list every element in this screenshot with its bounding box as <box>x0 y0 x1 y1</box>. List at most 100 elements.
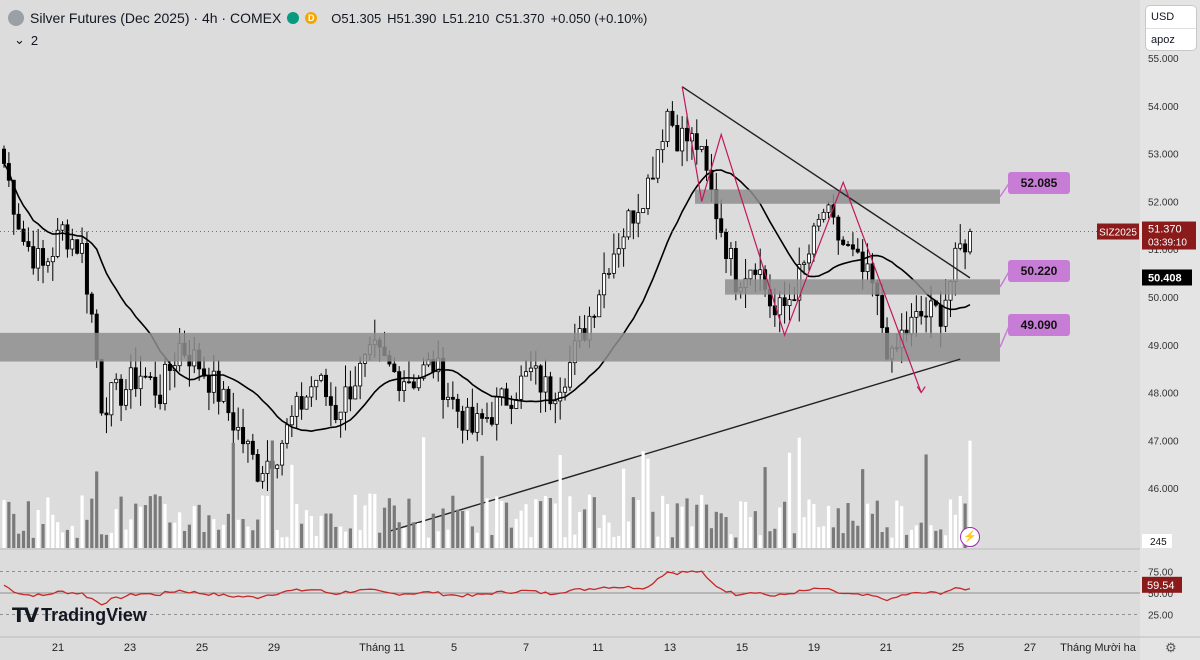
change-value: +0.050 (+0.10%) <box>550 10 648 26</box>
volume-bar <box>631 497 635 548</box>
volume-bar <box>241 519 245 548</box>
candle-body <box>441 357 446 400</box>
candle-body <box>89 293 94 315</box>
candle-body <box>724 231 729 259</box>
symbol-title[interactable]: Silver Futures (Dec 2025) · 4h · COMEX <box>30 10 282 26</box>
candle-body <box>880 295 885 329</box>
volume-bar <box>582 509 587 548</box>
currency-selector[interactable]: USD apoz <box>1146 6 1196 50</box>
candle-body <box>202 368 207 377</box>
volume-bar <box>509 527 513 548</box>
candle-body <box>533 365 538 369</box>
volume-bar <box>490 534 494 548</box>
volume-bar <box>134 503 138 548</box>
volume-bar <box>153 494 157 548</box>
candle-body <box>119 378 124 406</box>
candle-body <box>70 239 75 250</box>
ma-tag-value: 50.408 <box>1148 272 1182 284</box>
volume-bar <box>797 437 801 548</box>
candle-body <box>694 133 699 150</box>
candle-body <box>421 364 426 379</box>
volume-bar <box>295 503 299 548</box>
candle-body <box>909 316 914 335</box>
volume-bar <box>392 505 396 548</box>
currency-label[interactable]: USD <box>1146 6 1196 29</box>
ma-tag-box <box>1142 269 1192 286</box>
ohlc-values: O51.305 H51.390 L51.210 C51.370 +0.050 (… <box>331 11 647 26</box>
data-delay-icon[interactable]: D <box>305 12 318 24</box>
volume-bar <box>329 513 333 548</box>
candle-body <box>11 179 16 215</box>
candle-body <box>816 218 821 227</box>
candle-body <box>592 315 597 318</box>
candle-body <box>143 375 148 378</box>
candle-body <box>704 145 709 171</box>
market-status-icon[interactable] <box>287 12 300 24</box>
volume-bar <box>226 513 231 548</box>
volume-bar <box>231 442 235 548</box>
time-tick-label: 13 <box>664 642 676 654</box>
last-price-tag-box <box>1142 221 1196 250</box>
candle-body <box>855 248 860 253</box>
candle-body <box>221 388 226 402</box>
candle-body <box>84 243 89 295</box>
currency-sub[interactable]: apoz <box>1151 34 1175 46</box>
price-tick-label: 55.000 <box>1148 54 1179 65</box>
candle-body <box>397 371 402 391</box>
rsi-pane: 75.00 50.00 25.00 59.54 <box>0 568 1182 622</box>
volume-bar <box>2 499 6 548</box>
volume-bar <box>543 495 548 548</box>
rsi-line <box>3 570 971 606</box>
volume-bar <box>924 454 928 548</box>
candle-body <box>475 413 480 433</box>
volume-bar <box>207 515 211 548</box>
volume-bar <box>319 515 323 548</box>
volume-bar <box>99 534 104 548</box>
rsi-tag-box <box>1142 576 1182 593</box>
price-tick-label: 52.000 <box>1148 197 1179 208</box>
countdown-value: 03:39:10 <box>1148 238 1187 249</box>
candle-body <box>455 398 460 412</box>
volume-bar <box>382 507 387 548</box>
candle-body <box>631 210 636 224</box>
candle-body <box>665 110 670 142</box>
volume-bar <box>348 528 352 548</box>
candle-body <box>499 388 504 398</box>
candle-body <box>841 239 846 245</box>
candle-body <box>333 404 338 421</box>
volume-bar <box>397 522 401 548</box>
volume-bar <box>729 534 733 548</box>
volume-bar <box>963 503 967 548</box>
volume-bar <box>187 524 191 548</box>
volume-bar <box>953 514 957 548</box>
time-tick-label: 29 <box>268 642 280 654</box>
candle-body <box>597 294 602 318</box>
gear-icon[interactable]: ⚙ <box>1165 640 1177 655</box>
volume-bar <box>792 533 796 548</box>
volume-bar <box>890 537 894 548</box>
candle-body <box>919 311 924 317</box>
volume-bar <box>783 501 787 548</box>
candle-body <box>314 379 319 388</box>
indicators-toggle[interactable]: ⌄ 2 <box>14 32 38 48</box>
lightning-icon[interactable]: ⚡ <box>960 527 980 547</box>
time-tick-label: Tháng 11 <box>359 642 405 654</box>
zone-label-box <box>1008 314 1070 336</box>
volume-bar <box>221 524 226 548</box>
rsi-tag-value: 59.54 <box>1147 580 1175 592</box>
candle-body <box>21 228 26 242</box>
volume-bar <box>85 519 89 548</box>
zone-rect <box>0 332 1000 362</box>
price-axis: 55.000 54.000 53.000 52.000 51.000 50.000 49.0… <box>1148 54 1179 495</box>
close-value: C51.370 <box>495 10 545 26</box>
volume-bar <box>353 494 357 548</box>
candle-body <box>807 253 812 264</box>
candle-body <box>128 367 133 391</box>
candle-body <box>787 299 792 307</box>
volume-bar <box>407 498 411 548</box>
candle-body <box>489 417 494 425</box>
rsi-level-label: 50.00 <box>1148 589 1173 600</box>
symbol-tag: SIZ2025 <box>1099 228 1137 239</box>
zigzag-arrowhead <box>916 386 926 394</box>
